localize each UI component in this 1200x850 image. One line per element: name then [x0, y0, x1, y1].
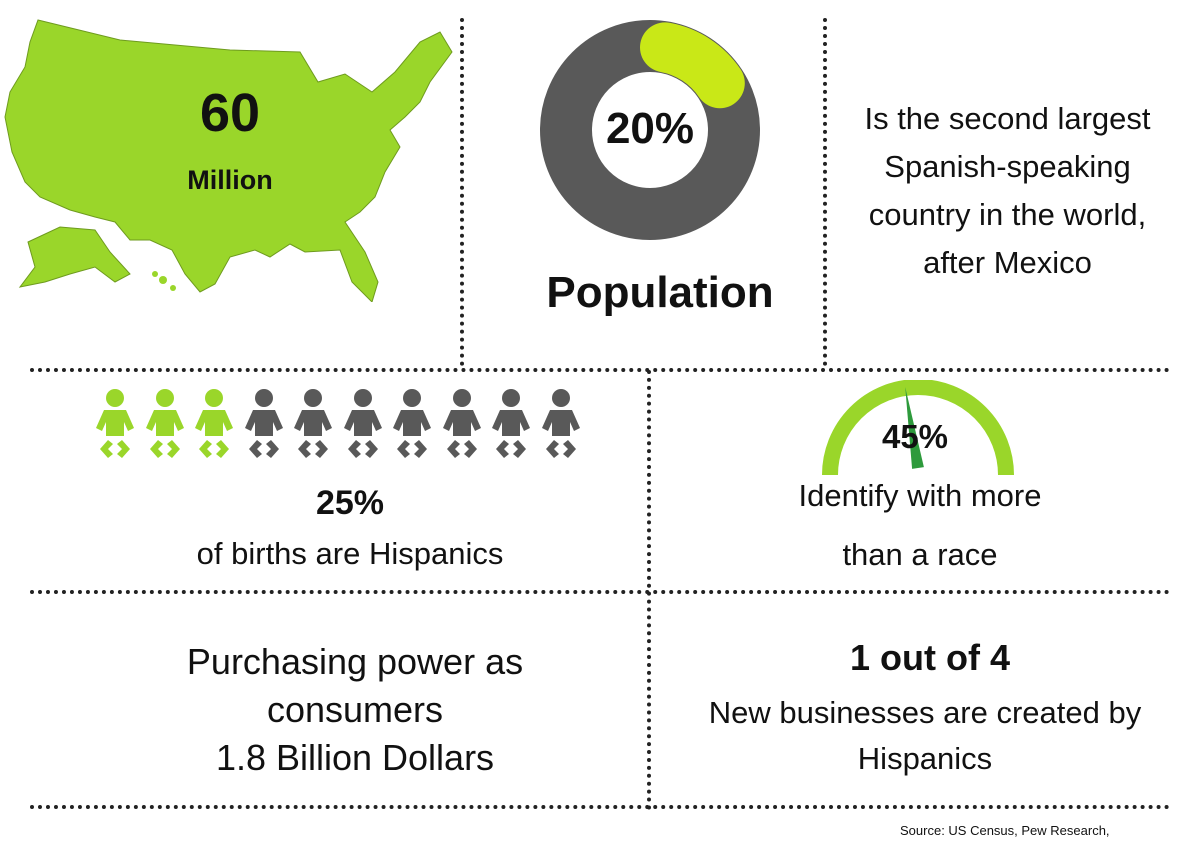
baby-icon: [393, 389, 431, 458]
divider-horizontal-3: [30, 805, 1170, 809]
business-ratio: 1 out of 4: [850, 637, 1010, 678]
spanish-line: country in the world,: [868, 197, 1147, 232]
baby-icon: [244, 389, 283, 458]
baby-icon: [145, 389, 184, 458]
baby-icon: [442, 389, 481, 458]
spanish-country-text: Is the second largest Spanish-speaking c…: [835, 95, 1180, 287]
source-note: Source: US Census, Pew Research,: [900, 823, 1110, 838]
race-gauge: [822, 380, 1014, 476]
race-text-line2: than a race: [842, 537, 998, 572]
spanish-line: after Mexico: [923, 245, 1092, 280]
power-line: 1.8 Billion Dollars: [215, 737, 495, 778]
baby-icon: [195, 389, 233, 458]
population-donut: [540, 20, 760, 240]
business-text: New businesses are created by Hispanics: [665, 690, 1185, 782]
purchasing-power-text: Purchasing power as consumers 1.8 Billio…: [135, 638, 575, 782]
baby-icon: [294, 389, 332, 458]
population-percent: 20%: [605, 104, 695, 153]
divider-horizontal-1: [30, 368, 1170, 372]
gauge-arc: [822, 380, 1014, 476]
business-line: New businesses are created by: [708, 695, 1142, 730]
donut-value-arc: [640, 22, 745, 109]
divider-vertical-2: [823, 18, 827, 366]
race-percent: 45%: [881, 418, 949, 455]
spanish-line: Is the second largest: [864, 101, 1151, 136]
baby-icon: [492, 389, 530, 458]
divider-horizontal-2: [30, 590, 1170, 594]
baby-icon: [541, 389, 580, 458]
spanish-line: Spanish-speaking: [884, 149, 1131, 184]
usa-map-icon: [4, 19, 453, 302]
births-text: of births are Hispanics: [196, 536, 504, 571]
births-percent: 25%: [315, 484, 385, 522]
gauge-needle: [905, 387, 924, 469]
power-line: Purchasing power as: [186, 641, 524, 682]
population-label: Population: [546, 268, 774, 317]
map-unit: Million: [187, 165, 273, 195]
power-line: consumers: [266, 689, 444, 730]
baby-icon: [96, 389, 134, 458]
race-text-line1: Identify with more: [798, 478, 1042, 513]
business-line: Hispanics: [857, 741, 993, 776]
map-number: 60: [199, 83, 261, 143]
baby-icons-row: [90, 388, 590, 460]
divider-vertical-1: [460, 18, 464, 366]
baby-icon: [343, 389, 382, 458]
